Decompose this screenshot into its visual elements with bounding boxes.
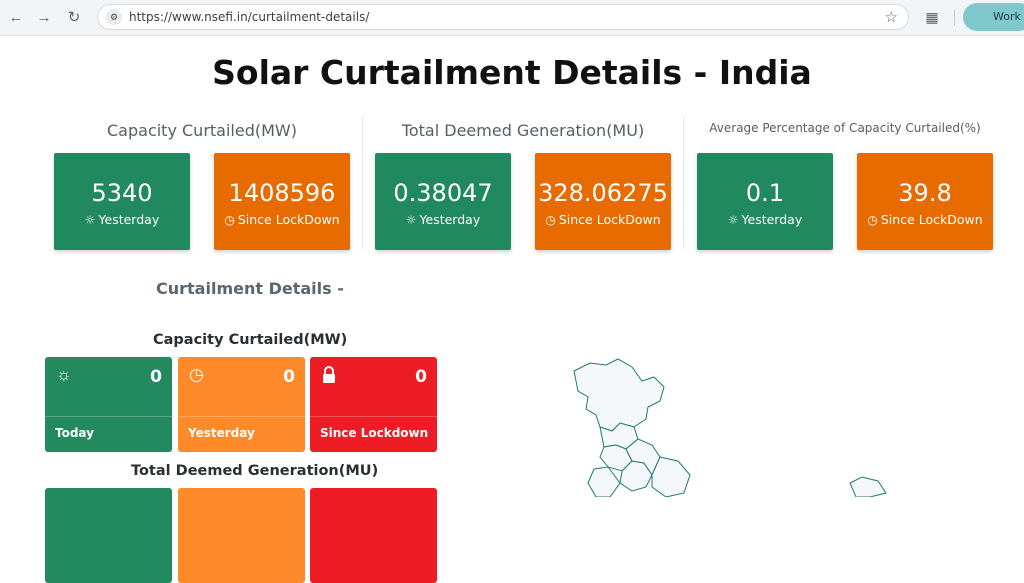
details-heading: Curtailment Details - bbox=[156, 279, 344, 298]
extensions-icon[interactable]: ▦ bbox=[925, 8, 939, 25]
reload-icon[interactable]: ↻ bbox=[67, 9, 81, 26]
profile-label: Work bbox=[993, 10, 1021, 23]
card-divider bbox=[178, 416, 305, 417]
mini-card-today: ☼ 0 Today bbox=[45, 357, 172, 452]
stat-caption: ◷ Since LockDown bbox=[545, 212, 661, 227]
map-region bbox=[587, 466, 621, 497]
stat-value: 0.1 bbox=[745, 179, 785, 207]
sun-icon: ☼ bbox=[84, 213, 96, 227]
mini-card-label: Today bbox=[55, 426, 94, 440]
sun-icon: ☼ bbox=[405, 213, 417, 227]
mini-card-since-lockdown bbox=[310, 488, 437, 583]
stat-value: 328.06275 bbox=[538, 179, 668, 207]
generation-subheading: Total Deemed Generation(MU) bbox=[131, 463, 379, 479]
bookmark-star-icon[interactable]: ☆ bbox=[884, 9, 898, 26]
mini-card-value: 0 bbox=[415, 367, 427, 387]
stat-card-capacity-lockdown: 1408596 ◷ Since LockDown bbox=[214, 153, 350, 250]
stat-value: 0.38047 bbox=[393, 179, 493, 207]
stat-caption: ◷ Since LockDown bbox=[224, 212, 340, 227]
url-text[interactable]: https://www.nsefi.in/curtailment-details… bbox=[129, 10, 370, 24]
mini-card-since-lockdown: 0 Since Lockdown bbox=[310, 357, 437, 452]
mini-card-label: Since Lockdown bbox=[320, 426, 429, 440]
india-map[interactable] bbox=[560, 357, 920, 497]
group-title-capacity: Capacity Curtailed(MW) bbox=[107, 121, 297, 140]
clock-icon: ◷ bbox=[545, 213, 556, 227]
stat-caption: ◷ Since LockDown bbox=[867, 212, 983, 227]
sun-icon: ☼ bbox=[727, 213, 739, 227]
profile-button[interactable]: Work bbox=[963, 3, 1024, 31]
stat-value: 1408596 bbox=[228, 179, 336, 207]
toolbar-divider bbox=[954, 10, 955, 26]
stat-caption: ☼ Yesterday bbox=[727, 212, 803, 227]
stat-card-average-lockdown: 39.8 ◷ Since LockDown bbox=[857, 153, 993, 250]
mini-card-label: Yesterday bbox=[188, 426, 255, 440]
stat-card-average-yesterday: 0.1 ☼ Yesterday bbox=[697, 153, 833, 250]
map-region bbox=[625, 438, 661, 477]
map-region bbox=[573, 358, 665, 432]
stat-card-generation-yesterday: 0.38047 ☼ Yesterday bbox=[375, 153, 511, 250]
lock-icon bbox=[321, 366, 339, 384]
mini-card-value: 0 bbox=[150, 367, 162, 387]
stat-caption: ☼ Yesterday bbox=[405, 212, 481, 227]
clock-icon: ◷ bbox=[224, 213, 235, 227]
mini-card-value: 0 bbox=[283, 367, 295, 387]
address-bar[interactable]: ⚙ https://www.nsefi.in/curtailment-detai… bbox=[97, 4, 909, 30]
stat-caption: ☼ Yesterday bbox=[84, 212, 160, 227]
group-title-generation: Total Deemed Generation(MU) bbox=[401, 121, 645, 140]
back-arrow-icon[interactable]: ← bbox=[8, 8, 24, 26]
card-divider bbox=[45, 416, 172, 417]
browser-toolbar: ← → ↻ ⚙ https://www.nsefi.in/curtailment… bbox=[0, 0, 1024, 36]
card-divider bbox=[310, 416, 437, 417]
map-region bbox=[651, 456, 691, 497]
site-settings-icon[interactable]: ⚙ bbox=[106, 9, 122, 25]
stat-card-generation-lockdown: 328.06275 ◷ Since LockDown bbox=[535, 153, 671, 250]
mini-card-yesterday: ◷ 0 Yesterday bbox=[178, 357, 305, 452]
page-content: Solar Curtailment Details - India Capaci… bbox=[0, 37, 1024, 583]
group-divider bbox=[362, 117, 363, 249]
group-divider bbox=[683, 117, 684, 249]
mini-card-today bbox=[45, 488, 172, 583]
sun-icon: ☼ bbox=[56, 365, 72, 384]
forward-arrow-icon[interactable]: → bbox=[36, 8, 52, 26]
mini-card-yesterday bbox=[178, 488, 305, 583]
group-title-average: Average Percentage of Capacity Curtailed… bbox=[709, 121, 981, 135]
clock-icon: ◷ bbox=[867, 213, 878, 227]
stat-value: 39.8 bbox=[898, 179, 952, 207]
capacity-subheading: Capacity Curtailed(MW) bbox=[153, 332, 348, 348]
stat-card-capacity-yesterday: 5340 ☼ Yesterday bbox=[54, 153, 190, 250]
map-region bbox=[849, 476, 887, 497]
page-title: Solar Curtailment Details - India bbox=[212, 53, 812, 92]
clock-icon: ◷ bbox=[189, 365, 204, 384]
stat-value: 5340 bbox=[91, 179, 153, 207]
